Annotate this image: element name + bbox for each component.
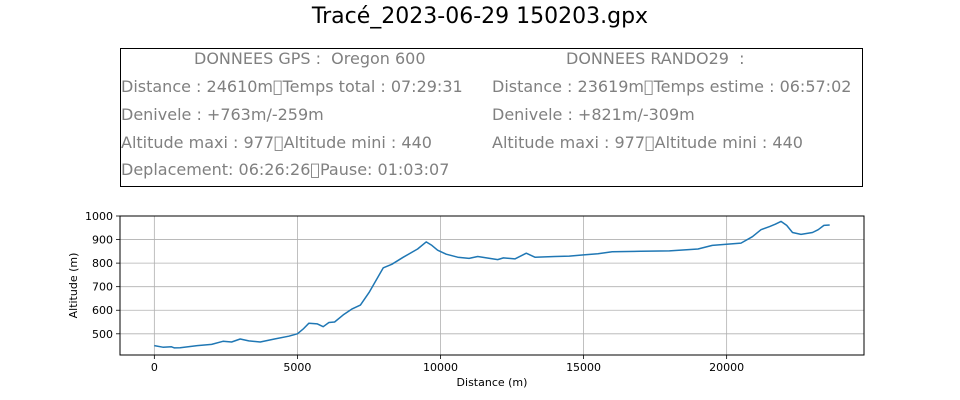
- gps-distance-time: Distance : 24610m Temps total : 07:29:31: [121, 77, 463, 96]
- summary-info-box: DONNEES GPS : Oregon 600 DONNEES RANDO29…: [120, 48, 863, 187]
- plot-frame: [119, 215, 865, 356]
- rando-elevation-gain: Denivele : +821m/-309m: [492, 105, 695, 124]
- y-tick-label: 800: [92, 257, 113, 270]
- x-tick-label: 15000: [566, 361, 601, 374]
- tick-layer: 0 5000 10000 15000 20000 500 600 700 800 900 1000: [85, 210, 744, 374]
- y-tick-label: 600: [92, 304, 113, 317]
- rando-altitude-range: Altitude maxi : 977 Altitude mini : 440: [492, 133, 803, 152]
- y-tick-label: 1000: [85, 210, 113, 223]
- y-tick-label: 500: [92, 328, 113, 341]
- x-tick-label: 10000: [423, 361, 458, 374]
- figure-title: Tracé_2023-06-29 150203.gpx: [311, 4, 649, 29]
- y-tick-label: 700: [92, 281, 113, 294]
- gps-moving-pause: Deplacement: 06:26:26 Pause: 01:03:07: [121, 160, 450, 179]
- altitude-line: [154, 220, 830, 349]
- x-axis-label: Distance (m): [457, 376, 528, 389]
- y-tick-label: 900: [92, 234, 113, 247]
- y-axis-label: Altitude (m): [67, 253, 80, 319]
- x-tick-label: 20000: [709, 361, 744, 374]
- gps-altitude-range: Altitude maxi : 977 Altitude mini : 440: [121, 133, 432, 152]
- x-tick-label: 5000: [283, 361, 311, 374]
- series-layer: [154, 220, 830, 349]
- rando-data-header: DONNEES RANDO29 :: [566, 49, 745, 68]
- gps-data-header: DONNEES GPS : Oregon 600: [194, 49, 426, 68]
- gps-elevation-gain: Denivele : +763m/-259m: [121, 105, 324, 124]
- x-tick-label: 0: [151, 361, 158, 374]
- rando-distance-time: Distance : 23619m Temps estime : 06:57:0…: [492, 77, 852, 96]
